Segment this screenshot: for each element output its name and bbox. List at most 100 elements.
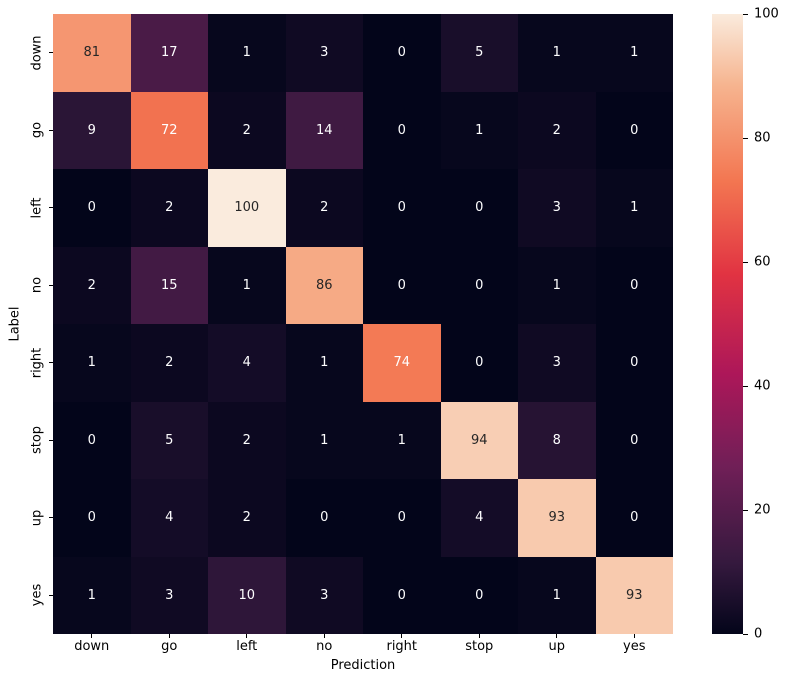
heatmap-cell-left-yes: 1: [595, 169, 673, 247]
cell-value: 3: [552, 355, 561, 371]
cell-value: 0: [630, 355, 639, 371]
heatmap-cell-yes-right: 0: [363, 556, 441, 634]
x-tick-label-left: left: [236, 639, 258, 654]
cell-value: 72: [160, 122, 178, 138]
heatmap-cell-no-right: 0: [363, 246, 441, 324]
cell-value: 0: [397, 122, 406, 138]
cell-value: 1: [552, 587, 561, 603]
heatmap-cell-down-right: 0: [363, 14, 441, 92]
heatmap-cell-left-go: 2: [130, 169, 208, 247]
x-tick-mark: [633, 634, 635, 638]
cell-value: 0: [397, 45, 406, 61]
heatmap-cell-go-down: 9: [53, 91, 131, 169]
cell-value: 8: [552, 432, 561, 448]
heatmap-cell-down-down: 81: [53, 14, 131, 92]
y-tick-mark: [49, 517, 53, 519]
cell-value: 74: [393, 355, 411, 371]
heatmap-cell-no-yes: 0: [595, 246, 673, 324]
cell-value: 2: [242, 510, 251, 526]
cell-value: 0: [630, 122, 639, 138]
heatmap-cell-right-go: 2: [130, 324, 208, 402]
cell-value: 0: [397, 510, 406, 526]
heatmap-cell-no-down: 2: [53, 246, 131, 324]
colorbar: 0 20 40 60 80 100: [712, 7, 788, 642]
cell-value: 5: [475, 45, 484, 61]
x-tick-mark: [478, 634, 480, 638]
cell-value: 0: [475, 277, 484, 293]
cell-value: 1: [397, 432, 406, 448]
cell-value: 0: [397, 200, 406, 216]
heatmap-cell-up-go: 4: [130, 479, 208, 557]
x-tick-label-yes: yes: [623, 639, 646, 654]
heatmap-cell-yes-yes: 93: [595, 556, 673, 634]
cell-value: 1: [552, 277, 561, 293]
cell-value: 0: [397, 277, 406, 293]
heatmap-cell-left-up: 3: [518, 169, 596, 247]
heatmap-cell-down-left: 1: [208, 14, 286, 92]
cell-value: 0: [475, 587, 484, 603]
heatmap-cell-stop-left: 2: [208, 401, 286, 479]
cell-value: 17: [160, 45, 178, 61]
heatmap-cell-right-down: 1: [53, 324, 131, 402]
colorbar-tick-label-100: 100: [754, 6, 779, 22]
y-tick-mark: [49, 52, 53, 54]
x-axis-label: Prediction: [330, 658, 396, 673]
heatmap-cell-yes-stop: 0: [440, 556, 518, 634]
heatmap-cell-go-right: 0: [363, 91, 441, 169]
heatmap-cell-go-no: 14: [285, 91, 363, 169]
x-tick-label-up: up: [548, 639, 566, 654]
cell-value: 2: [320, 200, 329, 216]
cell-value: 0: [397, 587, 406, 603]
cell-value: 0: [87, 432, 96, 448]
cell-value: 86: [315, 277, 333, 293]
cell-value: 0: [87, 200, 96, 216]
colorbar-tick-mark: [743, 385, 748, 387]
y-tick-label-up: up: [29, 509, 45, 527]
colorbar-tick-label-40: 40: [754, 378, 771, 394]
y-tick-label-yes: yes: [29, 584, 45, 607]
x-tick-mark: [323, 634, 325, 638]
heatmap-cell-stop-no: 1: [285, 401, 363, 479]
heatmap-cell-down-no: 3: [285, 14, 363, 92]
heatmap-cell-left-stop: 0: [440, 169, 518, 247]
y-tick-mark: [49, 362, 53, 364]
heatmap-cell-left-left: 100: [208, 169, 286, 247]
heatmap-cell-down-go: 17: [130, 14, 208, 92]
cell-value: 3: [552, 200, 561, 216]
y-tick-mark: [49, 439, 53, 441]
heatmap-cell-stop-go: 5: [130, 401, 208, 479]
cell-value: 2: [242, 432, 251, 448]
heatmap-cell-right-right: 74: [363, 324, 441, 402]
cell-value: 2: [87, 277, 96, 293]
heatmap-cell-go-stop: 1: [440, 91, 518, 169]
heatmap-cell-stop-right: 1: [363, 401, 441, 479]
colorbar-tick-mark: [743, 261, 748, 263]
heatmap-cell-left-down: 0: [53, 169, 131, 247]
heatmap-cell-yes-down: 1: [53, 556, 131, 634]
cell-value: 94: [470, 432, 488, 448]
cell-value: 1: [475, 122, 484, 138]
heatmap-cell-down-stop: 5: [440, 14, 518, 92]
heatmap-cell-up-left: 2: [208, 479, 286, 557]
colorbar-tick-mark: [743, 633, 748, 635]
y-axis-label: Label: [7, 306, 23, 342]
colorbar-tick-label-20: 20: [754, 502, 771, 518]
cell-value: 1: [320, 432, 329, 448]
cell-value: 81: [83, 45, 101, 61]
x-tick-mark: [246, 634, 248, 638]
heatmap-cell-yes-go: 3: [130, 556, 208, 634]
heatmap-cell-no-up: 1: [518, 246, 596, 324]
y-tick-mark: [49, 284, 53, 286]
cell-value: 93: [548, 510, 566, 526]
cell-value: 0: [630, 432, 639, 448]
cell-value: 0: [475, 200, 484, 216]
heatmap-cell-no-left: 1: [208, 246, 286, 324]
cell-value: 4: [475, 510, 484, 526]
x-tick-label-no: no: [316, 639, 333, 654]
heatmap-grid: 81 17 1 3 0 5 1 1 9 72 2 14 0 1 2 0 0 2 100 2 0 0 3 1 2 15 1 86 0 0 1 0…: [53, 14, 673, 634]
heatmap-cell-right-no: 1: [285, 324, 363, 402]
x-tick-mark: [556, 634, 558, 638]
cell-value: 2: [242, 122, 251, 138]
heatmap-cell-stop-down: 0: [53, 401, 131, 479]
cell-value: 2: [165, 355, 174, 371]
